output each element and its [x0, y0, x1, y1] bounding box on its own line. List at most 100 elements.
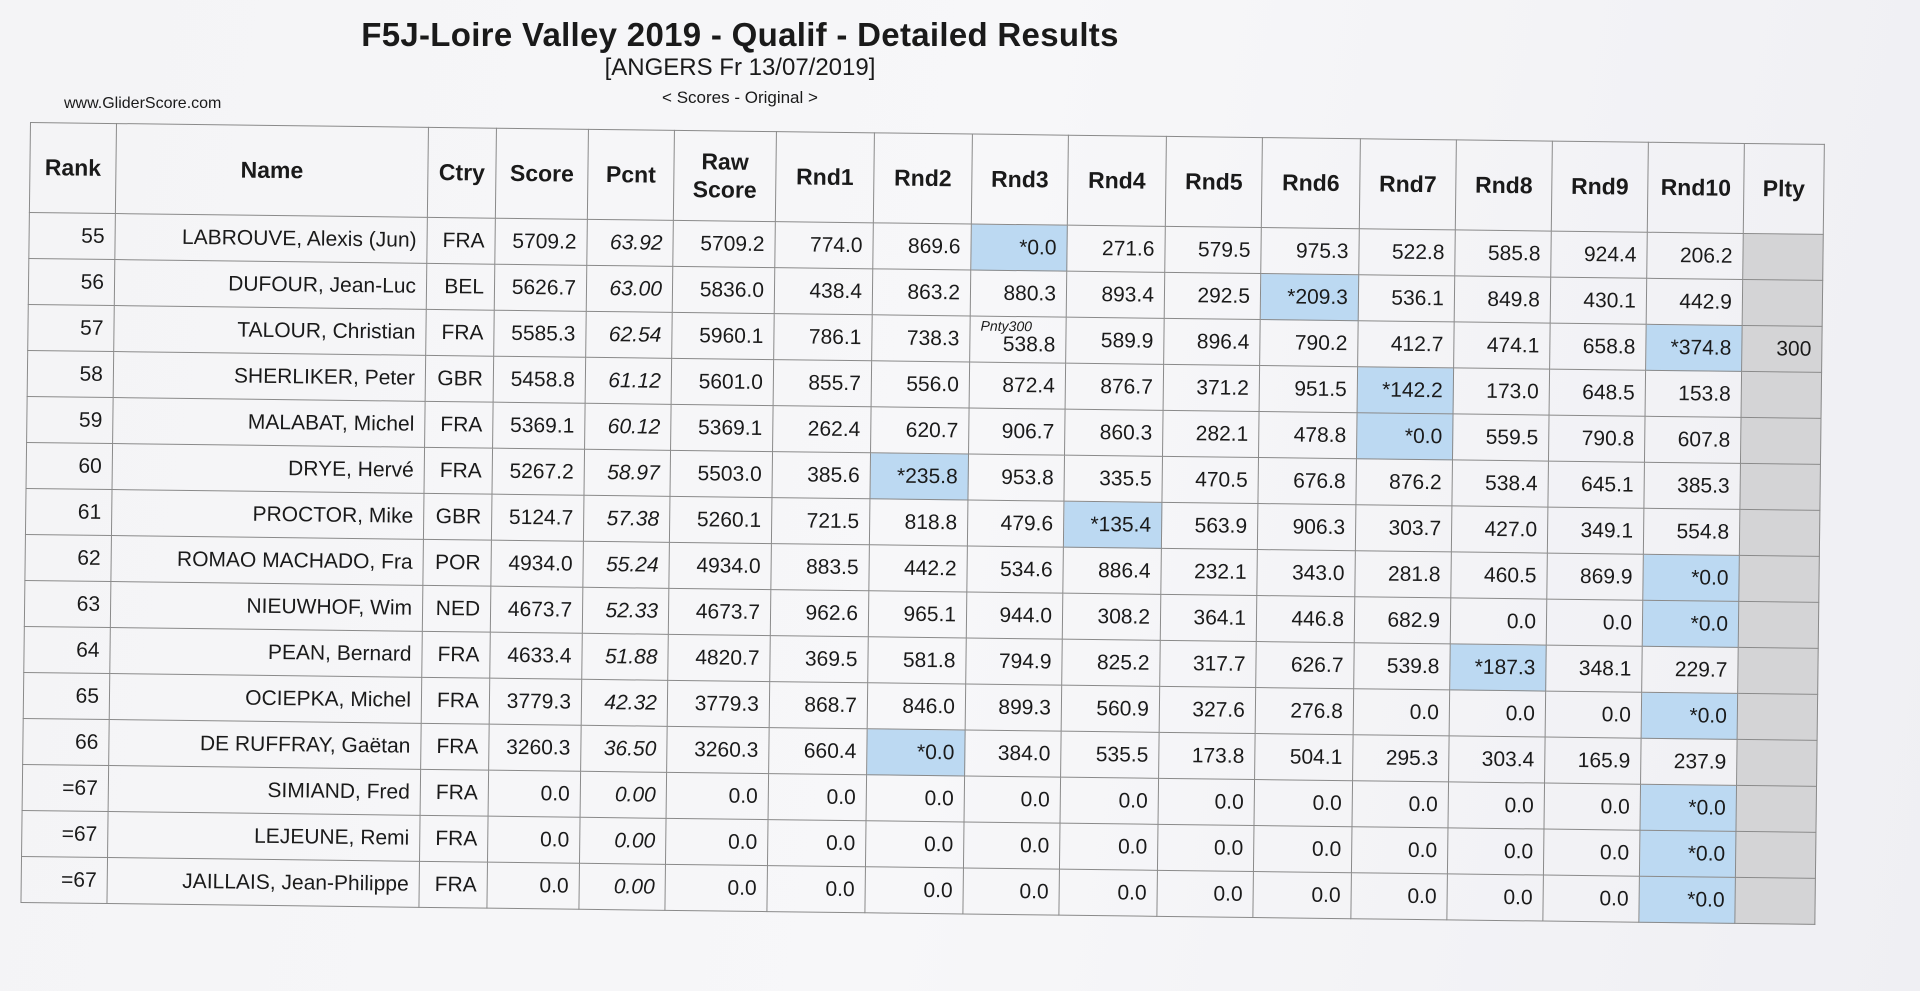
col-header-pcnt: Pcnt: [587, 129, 675, 221]
round-8-cell: 460.5: [1450, 551, 1548, 600]
penalty-cell: [1736, 739, 1818, 787]
round-4-cell: 335.5: [1063, 455, 1163, 503]
round-6-cell: 906.3: [1257, 503, 1356, 551]
percent-cell: 63.00: [586, 265, 673, 313]
round-2-cell: 0.0: [866, 774, 965, 822]
round-10-cell: 442.9: [1646, 278, 1743, 326]
round-5-cell: 364.1: [1160, 594, 1257, 642]
round-4-cell: 825.2: [1061, 639, 1161, 687]
round-8-cell: 0.0: [1447, 781, 1545, 830]
percent-cell: 0.00: [580, 771, 667, 819]
col-header-score: Score: [495, 128, 589, 220]
round-7-cell: 0.0: [1353, 688, 1450, 736]
round-3-cell: *0.0: [970, 224, 1068, 272]
score-cell: 5585.3: [493, 310, 587, 358]
round-2-cell: 738.3: [871, 314, 971, 362]
percent-cell: 0.00: [578, 863, 666, 911]
score-cell: 5267.2: [491, 448, 585, 496]
col-header-rnd5: Rnd5: [1165, 136, 1263, 228]
round-7-cell: 682.9: [1354, 596, 1451, 644]
rank-cell: =67: [21, 810, 109, 858]
round-2-cell: 0.0: [865, 820, 965, 868]
score-cell: 4633.4: [489, 632, 583, 680]
percent-cell: 52.33: [582, 587, 669, 635]
round-6-cell: 478.8: [1258, 411, 1358, 459]
percent-cell: 57.38: [583, 495, 670, 543]
country-cell: FRA: [421, 631, 491, 679]
round-9-cell: 348.1: [1545, 645, 1643, 693]
rank-cell: 55: [28, 212, 116, 260]
round-3-cell: 953.8: [967, 453, 1065, 502]
col-header-rnd4: Rnd4: [1067, 135, 1167, 227]
round-3-cell: 794.9: [965, 637, 1063, 686]
round-3-cell: 479.6: [967, 499, 1064, 548]
country-cell: FRA: [425, 309, 495, 357]
col-header-rnd3: Rnd3: [971, 134, 1069, 226]
score-cell: 5709.2: [494, 218, 588, 266]
col-header-rnd10: Rnd10: [1647, 142, 1745, 234]
raw-score-cell: 4820.7: [667, 634, 771, 682]
round-6-cell: 276.8: [1255, 687, 1354, 735]
round-7-cell: 0.0: [1351, 826, 1448, 874]
score-cell: 4673.7: [490, 586, 583, 634]
round-8-cell: 427.0: [1451, 505, 1548, 554]
round-5-cell: 282.1: [1162, 410, 1260, 458]
round-3-cell: Pnty300 538.8: [969, 316, 1067, 364]
col-header-rank: Rank: [29, 122, 117, 214]
raw-score-cell: 5836.0: [672, 266, 775, 314]
round-5-cell: 0.0: [1156, 870, 1254, 918]
raw-score-cell: 5503.0: [669, 450, 773, 498]
score-cell: 0.0: [487, 816, 581, 864]
raw-score-cell: 4673.7: [668, 588, 771, 636]
penalty-cell: [1737, 693, 1818, 741]
rank-cell: 61: [25, 488, 113, 536]
round-9-cell: 0.0: [1545, 691, 1642, 739]
rank-cell: =67: [22, 764, 109, 812]
name-cell: OCIEPKA, Michel: [109, 673, 422, 724]
name-cell: ROMAO MACHADO, Fra: [110, 535, 424, 586]
website-label: www.GliderScore.com: [64, 95, 222, 112]
round-8-cell: 849.8: [1454, 275, 1551, 324]
round-4-cell: 876.7: [1065, 363, 1164, 411]
round-5-cell: 470.5: [1161, 456, 1259, 504]
raw-score-cell: 0.0: [664, 864, 768, 912]
score-cell: 5369.1: [492, 402, 586, 450]
round-3-cell: 0.0: [964, 775, 1061, 824]
round-1-cell: 0.0: [766, 865, 866, 913]
country-cell: FRA: [424, 401, 494, 449]
round-6-cell: 446.8: [1256, 595, 1355, 643]
round-9-cell: 165.9: [1544, 737, 1642, 785]
round-2-cell: 818.8: [869, 498, 968, 546]
page-title: F5J-Loire Valley 2019 - Qualif - Detaile…: [361, 16, 1119, 53]
round-10-cell: *0.0: [1639, 830, 1736, 878]
raw-score-cell: 5601.0: [671, 358, 774, 406]
round-9-cell: 0.0: [1546, 599, 1643, 647]
name-cell: DRYE, Hervé: [112, 443, 425, 494]
name-cell: DUFOUR, Jean-Luc: [114, 259, 427, 310]
col-header-rnd7: Rnd7: [1359, 138, 1457, 230]
round-3-cell: 906.7: [968, 407, 1066, 456]
score-cell: 5626.7: [494, 264, 587, 312]
round-9-cell: 0.0: [1543, 783, 1641, 831]
round-2-cell: 581.8: [867, 636, 967, 684]
rank-cell: 65: [23, 672, 110, 720]
percent-cell: 0.00: [579, 817, 667, 865]
round-9-cell: 658.8: [1549, 323, 1647, 371]
round-1-cell: 786.1: [773, 313, 873, 361]
round-8-cell: 538.4: [1451, 459, 1549, 508]
raw-score-cell: 0.0: [666, 772, 769, 820]
round-7-cell: 536.1: [1358, 274, 1455, 322]
round-2-cell: 556.0: [871, 360, 970, 408]
percent-cell: 60.12: [584, 403, 672, 451]
penalty-cell: [1740, 417, 1822, 465]
col-header-rnd9: Rnd9: [1551, 141, 1649, 233]
penalty-cell: [1742, 279, 1823, 327]
round-9-cell: 645.1: [1547, 461, 1645, 509]
scores-mode-label: < Scores - Original >: [662, 88, 818, 107]
penalty-cell: [1742, 233, 1824, 281]
country-cell: GBR: [423, 493, 492, 541]
round-10-cell: *0.0: [1642, 600, 1739, 648]
round-6-cell: 504.1: [1254, 733, 1354, 781]
round-1-cell: 883.5: [770, 543, 870, 591]
round-4-cell: 893.4: [1066, 271, 1165, 319]
